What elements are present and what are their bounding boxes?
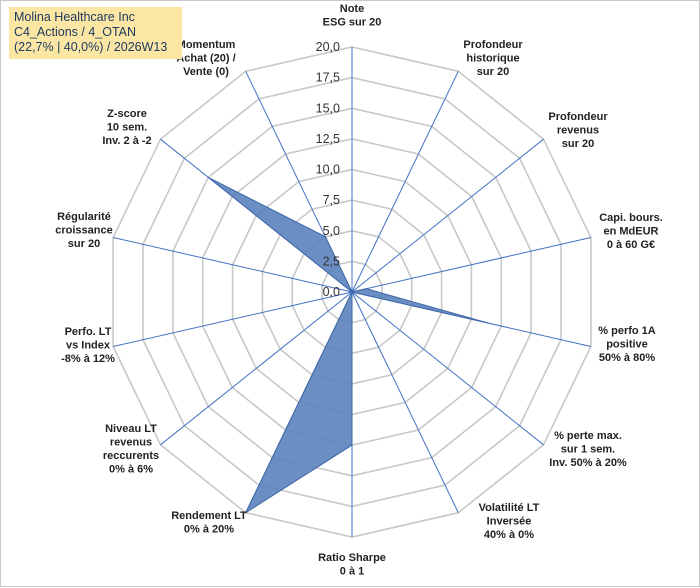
chart-title-box: Molina Healthcare Inc C4_Actions / 4_OTA… <box>9 7 182 59</box>
axis-label-line: Perfo. LT <box>65 326 112 338</box>
axis-label-line: sur 20 <box>68 238 100 250</box>
axis-label-line: en MdEUR <box>604 226 659 238</box>
axis-label: Rendement LT 0% à 20% <box>171 510 247 536</box>
axis-label-line: Z-score <box>107 108 147 120</box>
axis-label-line: Achat (20) / <box>176 53 235 65</box>
axis-label-line: sur 20 <box>477 66 509 78</box>
axis-label: Note ESG sur 20 <box>323 3 382 29</box>
axis-label-line: Momentum <box>177 39 236 51</box>
tick-label: 15,0 <box>316 101 340 115</box>
axis-label: Ratio Sharpe 0 à 1 <box>318 552 386 578</box>
axis-label-line: 50% à 80% <box>599 352 655 364</box>
axis-label-line: sur 1 sem. <box>561 444 615 456</box>
axis-label-line: Note <box>340 3 364 15</box>
axis-label-line: revenus <box>110 437 152 449</box>
axis-label-line: ESG sur 20 <box>323 17 382 29</box>
axis-label-line: 0 à 1 <box>340 566 364 578</box>
axis-label: Perfo. LT vs Index-8% à 12% <box>61 326 115 365</box>
axis-label-line: 40% à 0% <box>484 529 534 541</box>
axis-label-line: 10 sem. <box>107 122 147 134</box>
axis-label: Momentum Achat (20) /Vente (0) <box>176 39 235 78</box>
axis-spoke <box>352 71 458 292</box>
axis-label-line: Capi. bours. <box>599 212 663 224</box>
axis-label-line: % perte max. <box>554 430 622 442</box>
axis-label-line: Inversée <box>487 516 532 528</box>
axis-label-line: -8% à 12% <box>61 353 115 365</box>
axis-label-line: historique <box>466 53 519 65</box>
axis-label-line: positive <box>606 339 648 351</box>
axis-label-line: sur 20 <box>562 138 594 150</box>
title-stats: (22,7% | 40,0%) / 2026W13 <box>14 40 177 55</box>
axis-label-line: Inv. 50% à 20% <box>549 457 627 469</box>
axis-label-line: Régularité <box>57 211 111 223</box>
axis-label-line: Rendement LT <box>171 510 247 522</box>
tick-label: 5,0 <box>323 224 340 238</box>
axis-label-line: Volatilité LT <box>479 502 540 514</box>
axis-label-line: 0 à 60 G€ <box>607 239 655 251</box>
axis-label-line: Ratio Sharpe <box>318 552 386 564</box>
axis-label-line: Niveau LT <box>105 423 157 435</box>
axis-label-line: 0% à 20% <box>184 524 234 536</box>
tick-label: 7,5 <box>323 193 340 207</box>
title-company: Molina Healthcare Inc <box>14 10 177 25</box>
tick-label: 10,0 <box>316 163 340 177</box>
title-category: C4_Actions / 4_OTAN <box>14 25 177 40</box>
axis-label-line: vs Index <box>66 340 111 352</box>
axis-label-line: Inv. 2 à -2 <box>102 135 151 147</box>
axis-label-line: Profondeur <box>548 111 608 123</box>
tick-label: 12,5 <box>316 132 340 146</box>
axis-label-line: % perfo 1A <box>598 325 656 337</box>
axis-label: Z-score 10 sem.Inv. 2 à -2 <box>102 108 151 147</box>
tick-label: 0,0 <box>323 285 340 299</box>
axis-label-line: revenus <box>557 125 599 137</box>
axis-label: % perte max. sur 1 sem.Inv. 50% à 20% <box>549 430 627 469</box>
axis-label-line: 0% à 6% <box>109 464 153 476</box>
axis-spoke <box>352 292 458 513</box>
tick-label: 17,5 <box>316 71 340 85</box>
tick-label: 2,5 <box>323 254 340 268</box>
axis-label-line: Profondeur <box>463 39 523 51</box>
axis-label-line: reccurents <box>103 450 159 462</box>
tick-label: 20,0 <box>316 40 340 54</box>
axis-label-line: croissance <box>55 225 112 237</box>
axis-label-line: Vente (0) <box>183 66 229 78</box>
